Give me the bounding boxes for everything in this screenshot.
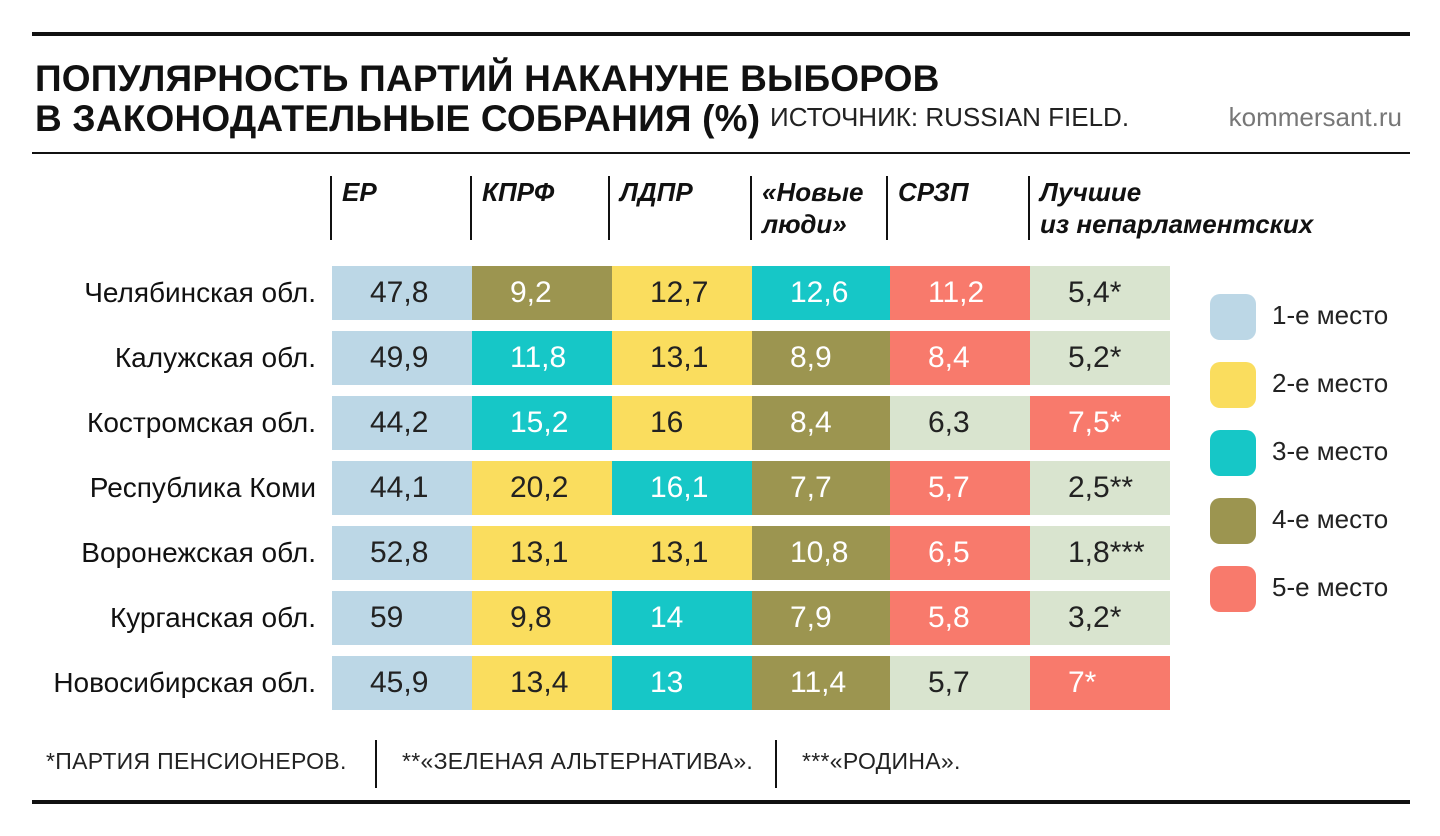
column-header: ЕР: [330, 176, 377, 240]
value-cell: 45,9: [332, 656, 472, 710]
column-header-line: люди»: [762, 209, 847, 239]
site-credit: kommersant.ru: [1228, 102, 1402, 132]
value-cell: 9,2: [472, 266, 612, 320]
legend-label: 4-е место: [1272, 504, 1389, 534]
legend-swatch: [1210, 362, 1256, 408]
region-label: Новосибирская обл.: [53, 667, 316, 698]
column-header-line: «Новые: [762, 177, 864, 207]
value-cell: 13,4: [472, 656, 612, 710]
header-rule: [32, 152, 1410, 154]
value-cell: 44,1: [332, 461, 472, 515]
value-cell: 5,7: [890, 461, 1030, 515]
value-cell: 6,3: [890, 396, 1030, 450]
value-cell: 52,8: [332, 526, 472, 580]
column-header-line: ЕР: [342, 177, 377, 207]
value-cell: 44,2: [332, 396, 472, 450]
value-cell: 59: [332, 591, 472, 645]
value-cell: 6,5: [890, 526, 1030, 580]
value-cell: 12,6: [752, 266, 890, 320]
value-cell: 20,2: [472, 461, 612, 515]
legend-swatch: [1210, 498, 1256, 544]
legend-swatch: [1210, 430, 1256, 476]
region-label: Республика Коми: [89, 472, 316, 503]
value-cell: 5,7: [890, 656, 1030, 710]
value-cell: 3,2*: [1030, 591, 1170, 645]
region-label: Курганская обл.: [109, 602, 316, 633]
legend-label: 3-е место: [1272, 436, 1389, 466]
value-cell: 5,4*: [1030, 266, 1170, 320]
column-header: КПРФ: [470, 176, 554, 240]
region-label: Калужская обл.: [114, 342, 316, 373]
footnote-separator: [775, 740, 777, 788]
value-cell: 11,2: [890, 266, 1030, 320]
value-cell: 7*: [1030, 656, 1170, 710]
value-cell: 49,9: [332, 331, 472, 385]
column-header: СРЗП: [886, 176, 969, 240]
region-label: Воронежская обл.: [81, 537, 316, 568]
value-cell: 7,7: [752, 461, 890, 515]
value-cell: 11,4: [752, 656, 890, 710]
chart-title-line-2: В ЗАКОНОДАТЕЛЬНЫЕ СОБРАНИЯ (%): [35, 98, 761, 139]
legend-label: 2-е место: [1272, 368, 1389, 398]
footnote-rodina: ***«РОДИНА».: [802, 748, 961, 774]
column-header: «Новые люди»: [750, 176, 864, 240]
source-note: ИСТОЧНИК: RUSSIAN FIELD.: [770, 102, 1130, 132]
value-cell: 7,9: [752, 591, 890, 645]
column-header-line: ЛДПР: [620, 177, 693, 207]
footnote-separator: [375, 740, 377, 788]
column-header-line: Лучшие: [1040, 177, 1142, 207]
value-cell: 14: [612, 591, 752, 645]
column-header-line: КПРФ: [482, 177, 555, 207]
value-cell: 8,9: [752, 331, 890, 385]
value-cell: 5,2*: [1030, 331, 1170, 385]
column-header-line: СРЗП: [898, 177, 969, 207]
value-cell: 10,8: [752, 526, 890, 580]
value-cell: 13,1: [472, 526, 612, 580]
value-cell: 5,8: [890, 591, 1030, 645]
value-cell: 8,4: [890, 331, 1030, 385]
column-header: Лучшие из непарламентских: [1028, 176, 1313, 240]
value-cell: 13: [612, 656, 752, 710]
value-cell: 8,4: [752, 396, 890, 450]
legend-swatch: [1210, 566, 1256, 612]
value-cell: 9,8: [472, 591, 612, 645]
footnote-green-alternative: **«ЗЕЛЕНАЯ АЛЬТЕРНАТИВА».: [402, 748, 754, 774]
bottom-rule: [32, 800, 1410, 804]
value-cell: 47,8: [332, 266, 472, 320]
legend-label: 5-е место: [1272, 572, 1389, 602]
column-header: ЛДПР: [608, 176, 693, 240]
value-cell: 13,1: [612, 331, 752, 385]
value-cell: 1,8***: [1030, 526, 1170, 580]
value-cell: 15,2: [472, 396, 612, 450]
value-cell: 12,7: [612, 266, 752, 320]
chart-title-line-1: ПОПУЛЯРНОСТЬ ПАРТИЙ НАКАНУНЕ ВЫБОРОВ: [35, 58, 940, 99]
value-cell: 2,5**: [1030, 461, 1170, 515]
value-cell: 11,8: [472, 331, 612, 385]
top-rule: [32, 32, 1410, 36]
value-cell: 16: [612, 396, 752, 450]
legend-label: 1-е место: [1272, 300, 1389, 330]
value-cell: 16,1: [612, 461, 752, 515]
column-header-line: из непарламентских: [1040, 209, 1314, 239]
legend-swatch: [1210, 294, 1256, 340]
region-label: Костромская обл.: [87, 407, 316, 438]
value-cell: 7,5*: [1030, 396, 1170, 450]
region-label: Челябинская обл.: [84, 277, 316, 308]
value-cell: 13,1: [612, 526, 752, 580]
footnote-pensioners: *ПАРТИЯ ПЕНСИОНЕРОВ.: [46, 748, 347, 774]
